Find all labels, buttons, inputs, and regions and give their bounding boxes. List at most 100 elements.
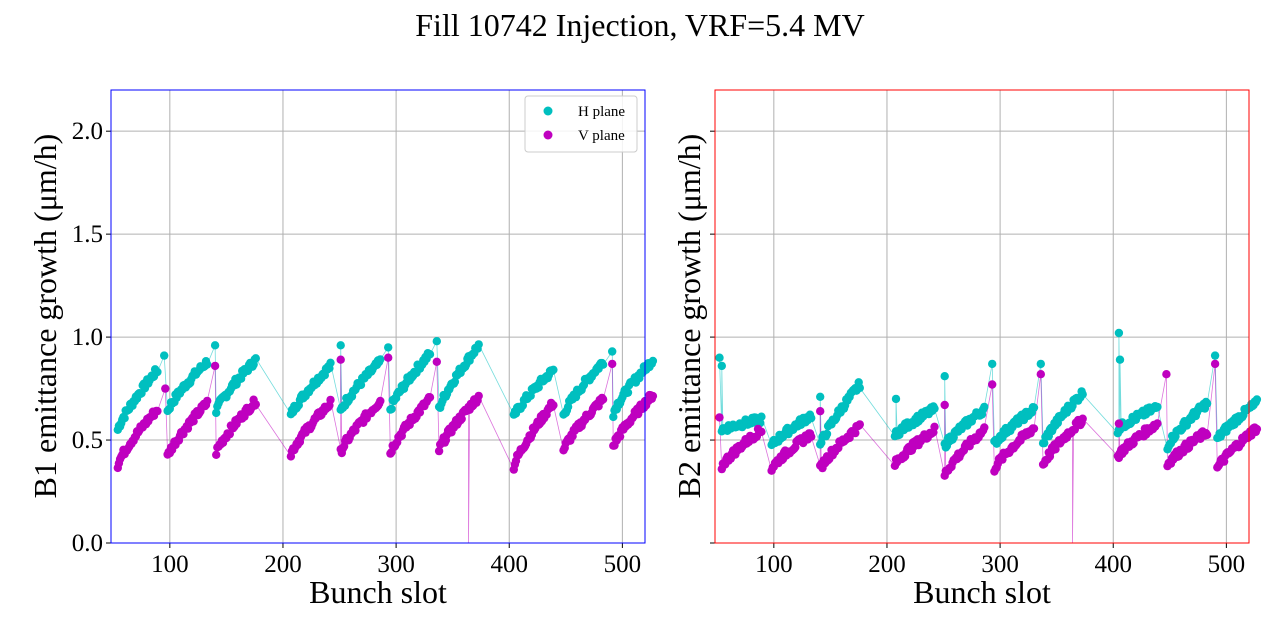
h-plane-point bbox=[210, 341, 220, 350]
h-plane-point bbox=[623, 388, 633, 397]
h-plane-point bbox=[160, 351, 169, 360]
b2-grid bbox=[715, 90, 1249, 543]
legend-h-plane-marker bbox=[543, 106, 553, 116]
b2-data-points bbox=[715, 328, 1262, 480]
x-tick-label: 200 bbox=[868, 551, 906, 578]
legend-v-plane-marker bbox=[543, 130, 553, 140]
v-plane-point bbox=[598, 395, 608, 404]
b2-x-axis-label: Bunch slot bbox=[913, 574, 1051, 610]
h-plane-point bbox=[980, 402, 989, 412]
v-plane-point bbox=[940, 400, 949, 410]
v-plane-point bbox=[457, 414, 466, 424]
h-plane-point bbox=[715, 353, 724, 362]
v-plane-point bbox=[648, 391, 658, 401]
x-tick-label: 400 bbox=[1094, 551, 1132, 578]
v-plane-point bbox=[153, 406, 162, 416]
v-plane-point bbox=[1210, 359, 1220, 369]
b2-panel: 100 200 300 400 500 Bunch slot B2 emittance … bbox=[671, 89, 1262, 610]
h-plane-point bbox=[609, 412, 618, 422]
h-plane-point bbox=[988, 359, 997, 369]
v-plane-point bbox=[930, 422, 939, 431]
figure-title: Fill 10742 Injection, VRF=5.4 MV bbox=[415, 7, 864, 43]
h-plane-point bbox=[326, 358, 335, 367]
v-plane-point bbox=[1036, 370, 1046, 379]
x-tick-label: 300 bbox=[981, 551, 1019, 578]
b1-panel: 100 200 300 400 500 0.0 0.5 1.0 1.5 2.0 Bunch slo… bbox=[27, 89, 658, 610]
h-plane-point bbox=[384, 343, 393, 352]
v-plane-point bbox=[425, 393, 435, 402]
y-tick-label: 2.0 bbox=[72, 118, 103, 145]
h-plane-point bbox=[807, 413, 816, 423]
x-tick-label: 400 bbox=[490, 551, 528, 578]
b2-y-axis-label: B2 emittance growth (μm/h) bbox=[671, 134, 707, 499]
v-plane-point bbox=[1153, 419, 1162, 428]
h-plane-point bbox=[376, 355, 385, 364]
h-plane-point bbox=[891, 394, 901, 404]
h-plane-point bbox=[1114, 328, 1124, 338]
b1-x-axis-label: Bunch slot bbox=[309, 574, 447, 610]
h-plane-point bbox=[717, 361, 726, 371]
h-plane-point bbox=[1078, 390, 1087, 399]
legend-v-plane-label: V plane bbox=[578, 128, 625, 144]
v-plane-point bbox=[608, 359, 617, 369]
v-plane-point bbox=[326, 395, 335, 405]
h-plane-point bbox=[1210, 351, 1220, 360]
h-plane-point bbox=[450, 377, 460, 386]
h-plane-point bbox=[251, 354, 260, 363]
b2-ticks: 100 200 300 400 500 bbox=[710, 130, 1246, 578]
x-tick-label: 200 bbox=[264, 551, 302, 578]
h-plane-point bbox=[816, 392, 825, 401]
h-plane-point bbox=[1029, 403, 1039, 412]
h-plane-point bbox=[930, 404, 939, 413]
h-plane-point bbox=[356, 380, 366, 390]
v-plane-point bbox=[203, 396, 212, 406]
b1-data-points bbox=[113, 337, 658, 474]
h-plane-point bbox=[425, 350, 435, 359]
v-plane-point bbox=[376, 396, 385, 406]
y-tick-label: 1.5 bbox=[72, 221, 103, 248]
h-plane-point bbox=[855, 383, 864, 393]
x-tick-label: 100 bbox=[755, 551, 793, 578]
x-tick-label: 500 bbox=[1208, 551, 1246, 578]
v-plane-point bbox=[757, 427, 766, 436]
v-plane-point bbox=[161, 384, 170, 393]
h-plane-point bbox=[387, 404, 396, 414]
v-plane-point bbox=[1162, 370, 1171, 379]
b1-ticks: 100 200 300 400 500 0.0 0.5 1.0 1.5 2.0 bbox=[72, 118, 641, 578]
h-plane-point bbox=[598, 360, 608, 369]
v-plane-point bbox=[1070, 425, 1080, 434]
h-plane-point bbox=[203, 360, 212, 369]
v-plane-point bbox=[715, 413, 724, 422]
h-plane-point bbox=[212, 408, 221, 418]
v-plane-point bbox=[980, 423, 989, 432]
v-plane-point bbox=[434, 446, 444, 456]
v-plane-point bbox=[474, 391, 483, 401]
h-plane-point bbox=[1036, 359, 1046, 369]
v-plane-point bbox=[855, 420, 864, 429]
b1-grid bbox=[111, 90, 645, 543]
x-tick-label: 500 bbox=[604, 551, 642, 578]
h-plane-point bbox=[940, 372, 949, 381]
v-plane-point bbox=[251, 400, 260, 409]
y-tick-label: 0.0 bbox=[72, 530, 103, 557]
v-plane-point bbox=[1202, 430, 1212, 440]
v-plane-point bbox=[336, 355, 345, 364]
h-plane-point bbox=[432, 337, 441, 346]
h-plane-point bbox=[757, 412, 766, 421]
v-plane-point bbox=[1078, 414, 1087, 423]
legend-box bbox=[524, 95, 638, 153]
h-plane-point bbox=[608, 347, 617, 356]
h-plane-point bbox=[648, 356, 658, 366]
v-plane-point bbox=[384, 353, 393, 362]
v-plane-point bbox=[1114, 419, 1124, 428]
x-tick-label: 100 bbox=[151, 551, 189, 578]
v-plane-point bbox=[210, 361, 220, 371]
v-plane-point bbox=[1252, 424, 1262, 434]
h-plane-point bbox=[549, 365, 558, 374]
v-plane-point bbox=[988, 380, 997, 389]
v-plane-point bbox=[549, 401, 558, 410]
b1-plot-frame bbox=[110, 89, 646, 544]
v-plane-point bbox=[851, 428, 860, 438]
v-plane-point bbox=[816, 407, 825, 416]
v-plane-point bbox=[615, 432, 625, 441]
